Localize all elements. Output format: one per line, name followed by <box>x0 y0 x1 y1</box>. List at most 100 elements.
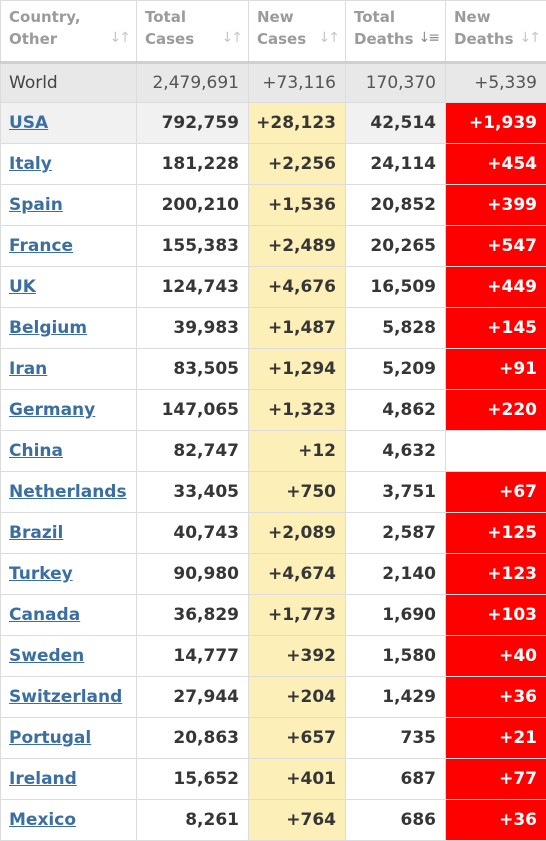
country-cell: Spain <box>1 185 137 226</box>
country-link[interactable]: Mexico <box>9 810 76 830</box>
country-link[interactable]: Germany <box>9 400 95 420</box>
total-deaths-cell: 20,265 <box>346 226 446 267</box>
sort-both-icon[interactable]: ↓↑ <box>222 27 241 49</box>
total-cases-cell: 14,777 <box>137 636 249 677</box>
new-deaths-cell: +91 <box>446 349 546 390</box>
country-cell: Iran <box>1 349 137 390</box>
new-deaths-cell: +449 <box>446 267 546 308</box>
country-cell: Mexico <box>1 800 137 841</box>
country-name: World <box>1 63 137 103</box>
country-cell: USA <box>1 103 137 144</box>
total-deaths-cell: 735 <box>346 718 446 759</box>
total-deaths-cell: 1,690 <box>346 595 446 636</box>
country-cell: Ireland <box>1 759 137 800</box>
total-deaths-cell: 4,862 <box>346 390 446 431</box>
country-cell: Canada <box>1 595 137 636</box>
new-deaths-cell: +547 <box>446 226 546 267</box>
new-deaths-cell: +21 <box>446 718 546 759</box>
total-cases-cell: 82,747 <box>137 431 249 472</box>
new-cases-cell: +657 <box>249 718 346 759</box>
total-deaths-cell: 170,370 <box>346 63 446 103</box>
total-deaths-cell: 4,632 <box>346 431 446 472</box>
total-deaths-cell: 16,509 <box>346 267 446 308</box>
sort-both-icon[interactable]: ↓↑ <box>110 27 129 49</box>
new-cases-cell: +1,323 <box>249 390 346 431</box>
country-cell: Italy <box>1 144 137 185</box>
country-link[interactable]: Ireland <box>9 769 77 789</box>
new-deaths-cell: +145 <box>446 308 546 349</box>
sort-both-icon[interactable]: ↓↑ <box>319 27 338 49</box>
total-cases-cell: 27,944 <box>137 677 249 718</box>
country-link[interactable]: Spain <box>9 195 63 215</box>
country-link[interactable]: Canada <box>9 605 80 625</box>
new-cases-cell: +4,676 <box>249 267 346 308</box>
country-link[interactable]: Brazil <box>9 523 63 543</box>
new-cases-cell: +1,536 <box>249 185 346 226</box>
new-deaths-cell: +36 <box>446 677 546 718</box>
total-cases-cell: 15,652 <box>137 759 249 800</box>
country-link[interactable]: Italy <box>9 154 52 174</box>
header-label: New <box>454 6 538 28</box>
new-cases-cell: +1,294 <box>249 349 346 390</box>
header-total-cases[interactable]: Total Cases ↓↑ <box>137 1 249 63</box>
country-link[interactable]: Switzerland <box>9 687 122 707</box>
total-cases-cell: 181,228 <box>137 144 249 185</box>
country-link[interactable]: France <box>9 236 73 256</box>
total-cases-cell: 40,743 <box>137 513 249 554</box>
new-cases-cell: +392 <box>249 636 346 677</box>
country-link[interactable]: Iran <box>9 359 47 379</box>
new-deaths-cell: +123 <box>446 554 546 595</box>
new-deaths-cell: +5,339 <box>446 63 546 103</box>
total-cases-cell: 36,829 <box>137 595 249 636</box>
country-cell: Portugal <box>1 718 137 759</box>
new-cases-cell: +204 <box>249 677 346 718</box>
country-link[interactable]: Turkey <box>9 564 73 584</box>
country-link[interactable]: USA <box>9 113 48 133</box>
country-cell: Brazil <box>1 513 137 554</box>
new-cases-cell: +2,089 <box>249 513 346 554</box>
total-deaths-cell: 687 <box>346 759 446 800</box>
country-link[interactable]: Portugal <box>9 728 91 748</box>
new-cases-cell: +73,116 <box>249 63 346 103</box>
header-country[interactable]: Country, Other ↓↑ <box>1 1 137 63</box>
header-new-cases[interactable]: New Cases ↓↑ <box>249 1 346 63</box>
header-label: Total <box>354 6 437 28</box>
country-link[interactable]: Belgium <box>9 318 87 338</box>
new-cases-cell: +1,487 <box>249 308 346 349</box>
total-deaths-cell: 2,587 <box>346 513 446 554</box>
country-cell: Switzerland <box>1 677 137 718</box>
total-deaths-cell: 20,852 <box>346 185 446 226</box>
header-label: New <box>257 6 337 28</box>
country-link[interactable]: Netherlands <box>9 482 127 502</box>
country-link[interactable]: UK <box>9 277 36 297</box>
sort-desc-icon[interactable]: ↓≡ <box>419 27 438 49</box>
country-cell: France <box>1 226 137 267</box>
new-deaths-cell: +399 <box>446 185 546 226</box>
country-link[interactable]: China <box>9 441 63 461</box>
country-cell: Sweden <box>1 636 137 677</box>
sort-both-icon[interactable]: ↓↑ <box>520 27 539 49</box>
world-row: World 2,479,691 +73,116 170,370 +5,339 <box>1 63 546 103</box>
header-total-deaths[interactable]: Total Deaths ↓≡ <box>346 1 446 63</box>
new-deaths-cell: +77 <box>446 759 546 800</box>
total-cases-cell: 20,863 <box>137 718 249 759</box>
new-deaths-cell <box>446 431 546 472</box>
country-link[interactable]: Sweden <box>9 646 84 666</box>
total-cases-cell: 90,980 <box>137 554 249 595</box>
total-deaths-cell: 5,209 <box>346 349 446 390</box>
total-cases-cell: 8,261 <box>137 800 249 841</box>
header-row: Country, Other ↓↑ Total Cases ↓↑ New Cas… <box>1 1 546 63</box>
header-new-deaths[interactable]: New Deaths ↓↑ <box>446 1 546 63</box>
header-label: Country, <box>9 6 128 28</box>
